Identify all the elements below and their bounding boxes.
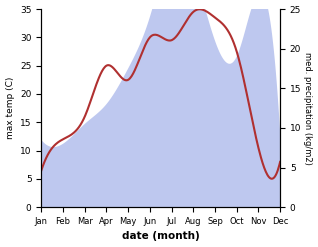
Y-axis label: med. precipitation (kg/m2): med. precipitation (kg/m2) (303, 52, 313, 165)
Y-axis label: max temp (C): max temp (C) (5, 77, 15, 139)
X-axis label: date (month): date (month) (122, 231, 200, 242)
